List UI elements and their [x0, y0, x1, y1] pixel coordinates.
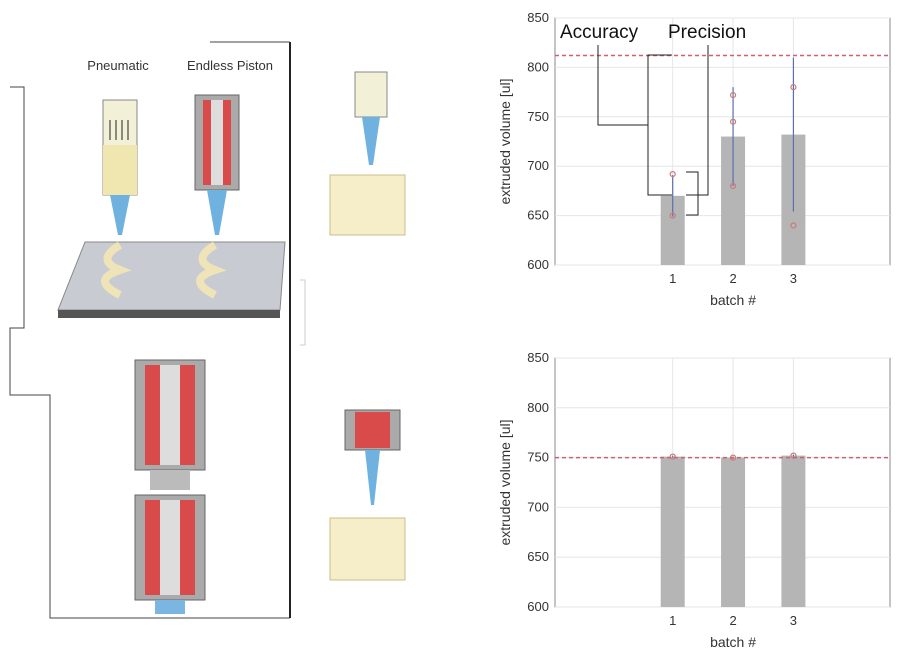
y-tick-label: 650	[527, 208, 549, 223]
figure: Pneumatic Endless Piston	[0, 0, 901, 657]
x-tick-label: 3	[790, 271, 797, 286]
x-tick-label: 3	[790, 613, 797, 628]
bar	[781, 456, 805, 607]
y-tick-label: 600	[527, 257, 549, 272]
y-tick-label: 850	[527, 10, 549, 25]
x-tick-label: 1	[669, 271, 676, 286]
label-endless-piston: Endless Piston	[187, 58, 273, 73]
y-tick-label: 800	[527, 59, 549, 74]
annotation: Accuracy	[560, 22, 639, 43]
y-tick-label: 700	[527, 158, 549, 173]
y-tick-label: 750	[527, 109, 549, 124]
y-tick-label: 850	[527, 350, 549, 365]
endless-piston	[195, 95, 239, 235]
y-axis-label: extruded volume [ul]	[497, 419, 513, 545]
x-tick-label: 2	[729, 613, 736, 628]
pneumatic-syringe	[103, 100, 137, 235]
bar	[661, 457, 685, 607]
page: Pneumatic Endless Piston	[0, 0, 901, 657]
x-tick-label: 1	[669, 613, 676, 628]
y-tick-label: 800	[527, 400, 549, 415]
y-axis-label: extruded volume [ul]	[497, 78, 513, 204]
bracket	[686, 172, 698, 215]
x-axis-label: batch #	[710, 634, 756, 650]
y-tick-label: 650	[527, 549, 549, 564]
piston-large	[135, 360, 205, 614]
label-pneumatic: Pneumatic	[87, 58, 149, 73]
bar	[721, 458, 745, 607]
y-tick-label: 750	[527, 450, 549, 465]
y-tick-label: 600	[527, 599, 549, 614]
bracket	[598, 45, 672, 125]
annotation: Precision	[668, 22, 746, 43]
y-tick-label: 700	[527, 499, 549, 514]
plate	[58, 242, 285, 318]
middle-illustrations	[330, 72, 405, 580]
x-tick-label: 2	[729, 271, 736, 286]
bracket	[648, 125, 672, 195]
x-axis-label: batch #	[710, 292, 756, 308]
